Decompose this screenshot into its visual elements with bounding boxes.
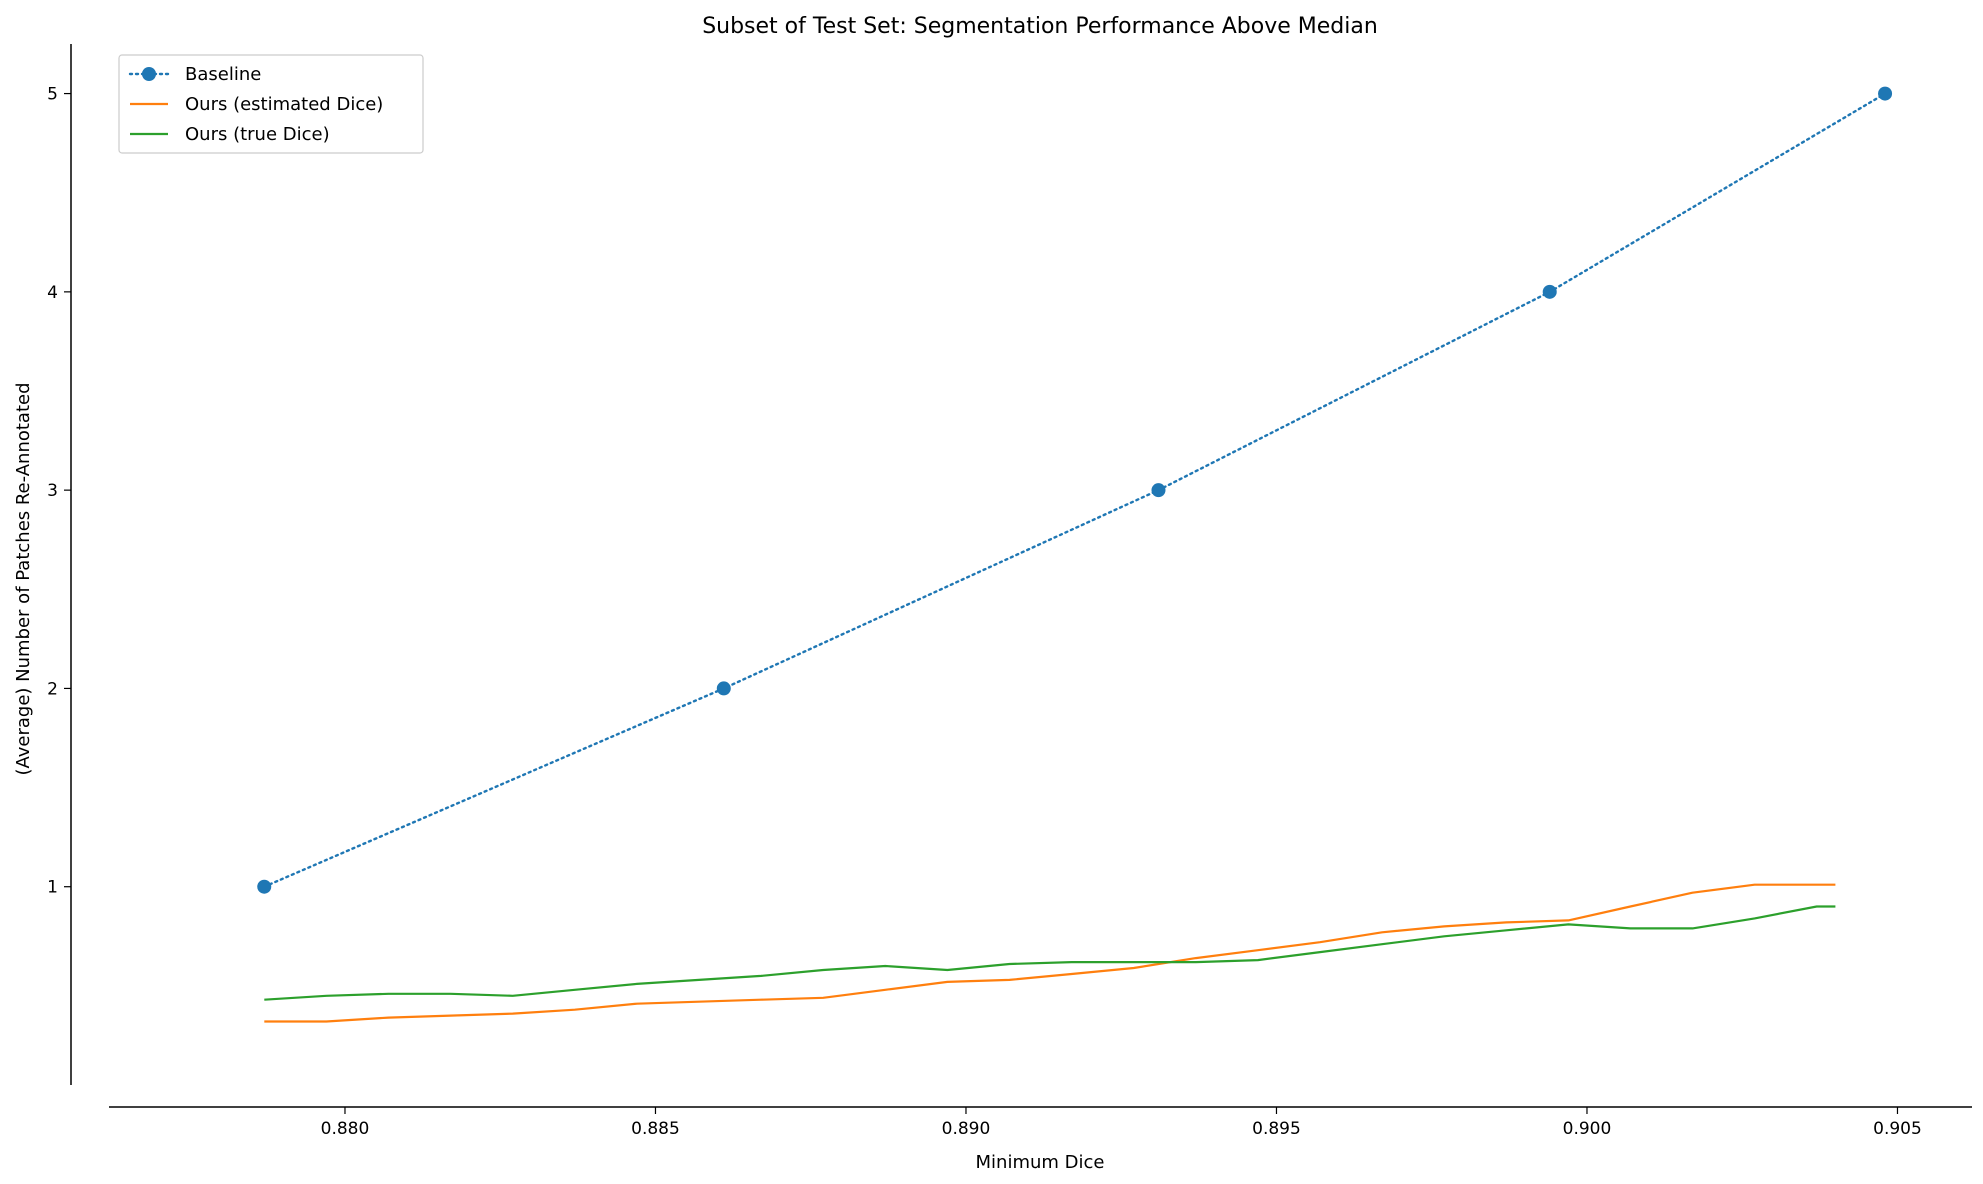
baseline-point: [1878, 86, 1893, 101]
legend-label: Ours (estimated Dice): [185, 94, 383, 115]
legend-box: [118, 54, 424, 154]
y-tick-label: 3: [47, 481, 58, 501]
x-tick-label: 0.905: [1873, 1119, 1922, 1139]
series-line-ours-estimated-dice: [264, 883, 1836, 1023]
plot-area: [257, 86, 1893, 1023]
y-tick-label: 2: [47, 679, 58, 699]
legend: Baseline Ours (estimated Dice) Ours (true …: [118, 54, 424, 154]
legend-label: Ours (true Dice): [185, 124, 330, 145]
chart-title: Subset of Test Set: Segmentation Perform…: [702, 14, 1378, 39]
y-tick-label: 5: [47, 85, 58, 105]
x-tick-label: 0.895: [1252, 1119, 1301, 1139]
x-tick-label: 0.890: [942, 1119, 991, 1139]
x-tick-label: 0.900: [1563, 1119, 1612, 1139]
x-tick-label: 0.885: [631, 1119, 680, 1139]
x-axis-label: Minimum Dice: [976, 1152, 1105, 1173]
baseline-point: [1542, 284, 1557, 299]
legend-label: Baseline: [185, 64, 261, 85]
x-tick-label: 0.880: [321, 1119, 370, 1139]
series-line-baseline: [263, 92, 1887, 888]
y-tick-label: 1: [47, 878, 58, 898]
y-axis-label: (Average) Number of Patches Re-Annotated: [13, 382, 34, 775]
series-line-ours-true-dice: [264, 905, 1836, 1001]
baseline-point: [257, 879, 272, 894]
baseline-point: [716, 681, 731, 696]
legend-marker: [142, 67, 156, 81]
baseline-point: [1151, 483, 1166, 498]
x-ticks: 0.880 0.885 0.890 0.895 0.900 0.905: [321, 1107, 1922, 1139]
y-tick-label: 4: [47, 283, 58, 303]
y-ticks: 1 2 3 4 5: [47, 85, 71, 898]
